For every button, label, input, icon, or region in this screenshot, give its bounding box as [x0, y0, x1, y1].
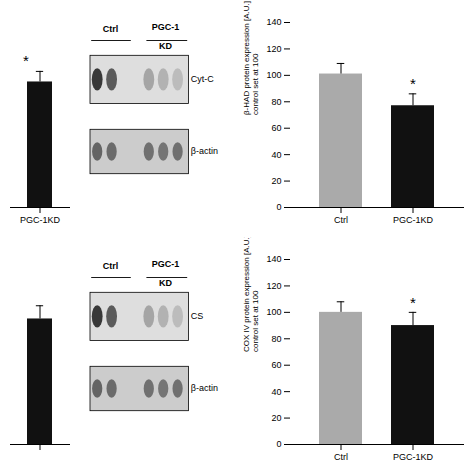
svg-text:Ctrl: Ctrl	[334, 215, 348, 225]
svg-text:PGC-1KD: PGC-1KD	[393, 215, 434, 225]
svg-text:120: 120	[266, 281, 281, 291]
svg-text:40: 40	[271, 150, 281, 160]
svg-text:KD: KD	[159, 278, 172, 288]
svg-text:PGC-1: PGC-1	[152, 259, 180, 269]
svg-text:0: 0	[276, 202, 281, 212]
svg-text:Ctrl: Ctrl	[103, 261, 119, 271]
svg-text:20: 20	[271, 176, 281, 186]
svg-text:80: 80	[271, 334, 281, 344]
svg-text:PGC-1: PGC-1	[152, 22, 180, 32]
svg-text:PGC-1KD: PGC-1KD	[20, 215, 61, 225]
svg-text:PGC-1KD: PGC-1KD	[393, 452, 434, 462]
svg-text:Ctrl: Ctrl	[334, 452, 348, 462]
svg-text:Cyt-C: Cyt-C	[191, 74, 214, 84]
svg-text:60: 60	[271, 360, 281, 370]
svg-text:20: 20	[271, 413, 281, 423]
svg-text:β-HAD protein expression [A.U.: β-HAD protein expression [A.U.]control s…	[242, 1, 260, 115]
svg-text:β-actin: β-actin	[191, 146, 218, 156]
svg-text:140: 140	[266, 17, 281, 27]
svg-text:80: 80	[271, 97, 281, 107]
svg-text:*: *	[410, 75, 416, 92]
svg-text:β-actin: β-actin	[191, 383, 218, 393]
svg-text:COX IV protein expression [A.U: COX IV protein expression [A.U.]control …	[242, 237, 260, 352]
svg-text:120: 120	[266, 44, 281, 54]
svg-text:0: 0	[276, 439, 281, 449]
svg-text:140: 140	[266, 254, 281, 264]
svg-text:40: 40	[271, 387, 281, 397]
svg-text:CS: CS	[191, 311, 204, 321]
svg-text:100: 100	[266, 307, 281, 317]
svg-text:100: 100	[266, 70, 281, 80]
svg-text:Ctrl: Ctrl	[103, 24, 119, 34]
svg-text:60: 60	[271, 123, 281, 133]
svg-text:KD: KD	[159, 41, 172, 51]
svg-text:*: *	[410, 294, 416, 311]
svg-text:*: *	[23, 52, 29, 69]
